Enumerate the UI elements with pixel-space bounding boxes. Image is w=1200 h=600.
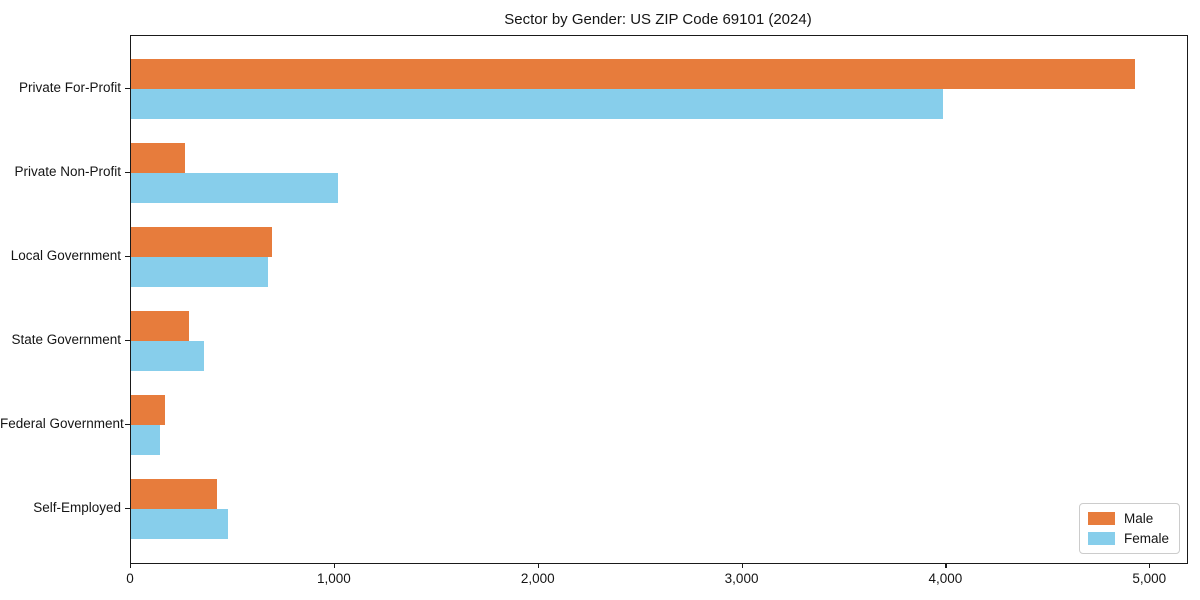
legend-entry-male: Male [1087, 511, 1169, 526]
x-tick-mark [130, 563, 132, 568]
legend-swatch-female [1087, 532, 1115, 545]
bar-male-1 [131, 59, 1135, 89]
bar-female-2 [131, 173, 338, 203]
x-axis-label-1: 0 [126, 571, 134, 586]
y-axis-label-3: Local Government [10, 248, 121, 263]
legend: Male Female [1078, 503, 1180, 554]
bar-female-5 [131, 425, 160, 455]
x-axis-label-2: 1,000 [316, 571, 351, 586]
bar-male-6 [131, 479, 217, 509]
x-axis-label-5: 4,000 [928, 571, 963, 586]
y-axis-label-1: Private For-Profit [18, 80, 121, 95]
legend-swatch-male [1087, 512, 1115, 525]
x-axis-label-6: 5,000 [1132, 571, 1167, 586]
plot-area: Male Female [130, 35, 1188, 564]
y-tick-mark [125, 172, 130, 174]
bar-female-3 [131, 257, 268, 287]
x-axis-label-4: 3,000 [724, 571, 759, 586]
x-tick-mark [333, 563, 336, 568]
y-tick-mark [125, 424, 130, 426]
x-tick-mark [537, 563, 539, 568]
bar-female-1 [131, 89, 944, 119]
bar-male-2 [131, 143, 186, 173]
y-axis-label-2: Private Non-Profit [14, 164, 121, 179]
y-tick-mark [125, 508, 130, 510]
legend-label-male: Male [1123, 511, 1154, 526]
bar-male-3 [131, 227, 272, 257]
x-tick-mark [741, 563, 743, 568]
chart-title: Sector by Gender: US ZIP Code 69101 (202… [504, 11, 812, 28]
y-tick-mark [125, 88, 130, 90]
y-tick-mark [125, 340, 130, 342]
y-tick-mark [125, 256, 130, 258]
bar-male-5 [131, 395, 165, 425]
x-axis-label-3: 2,000 [520, 571, 555, 586]
bar-female-4 [131, 341, 205, 371]
x-tick-mark [1149, 563, 1151, 568]
bar-male-4 [131, 311, 190, 341]
legend-entry-female: Female [1087, 531, 1169, 546]
y-axis-label-5: Federal Government [0, 416, 124, 431]
legend-label-female: Female [1123, 531, 1169, 546]
x-tick-mark [945, 563, 947, 568]
bar-female-6 [131, 509, 228, 539]
y-axis-label-6: Self-Employed [33, 500, 121, 515]
y-axis-label-4: State Government [11, 332, 121, 347]
